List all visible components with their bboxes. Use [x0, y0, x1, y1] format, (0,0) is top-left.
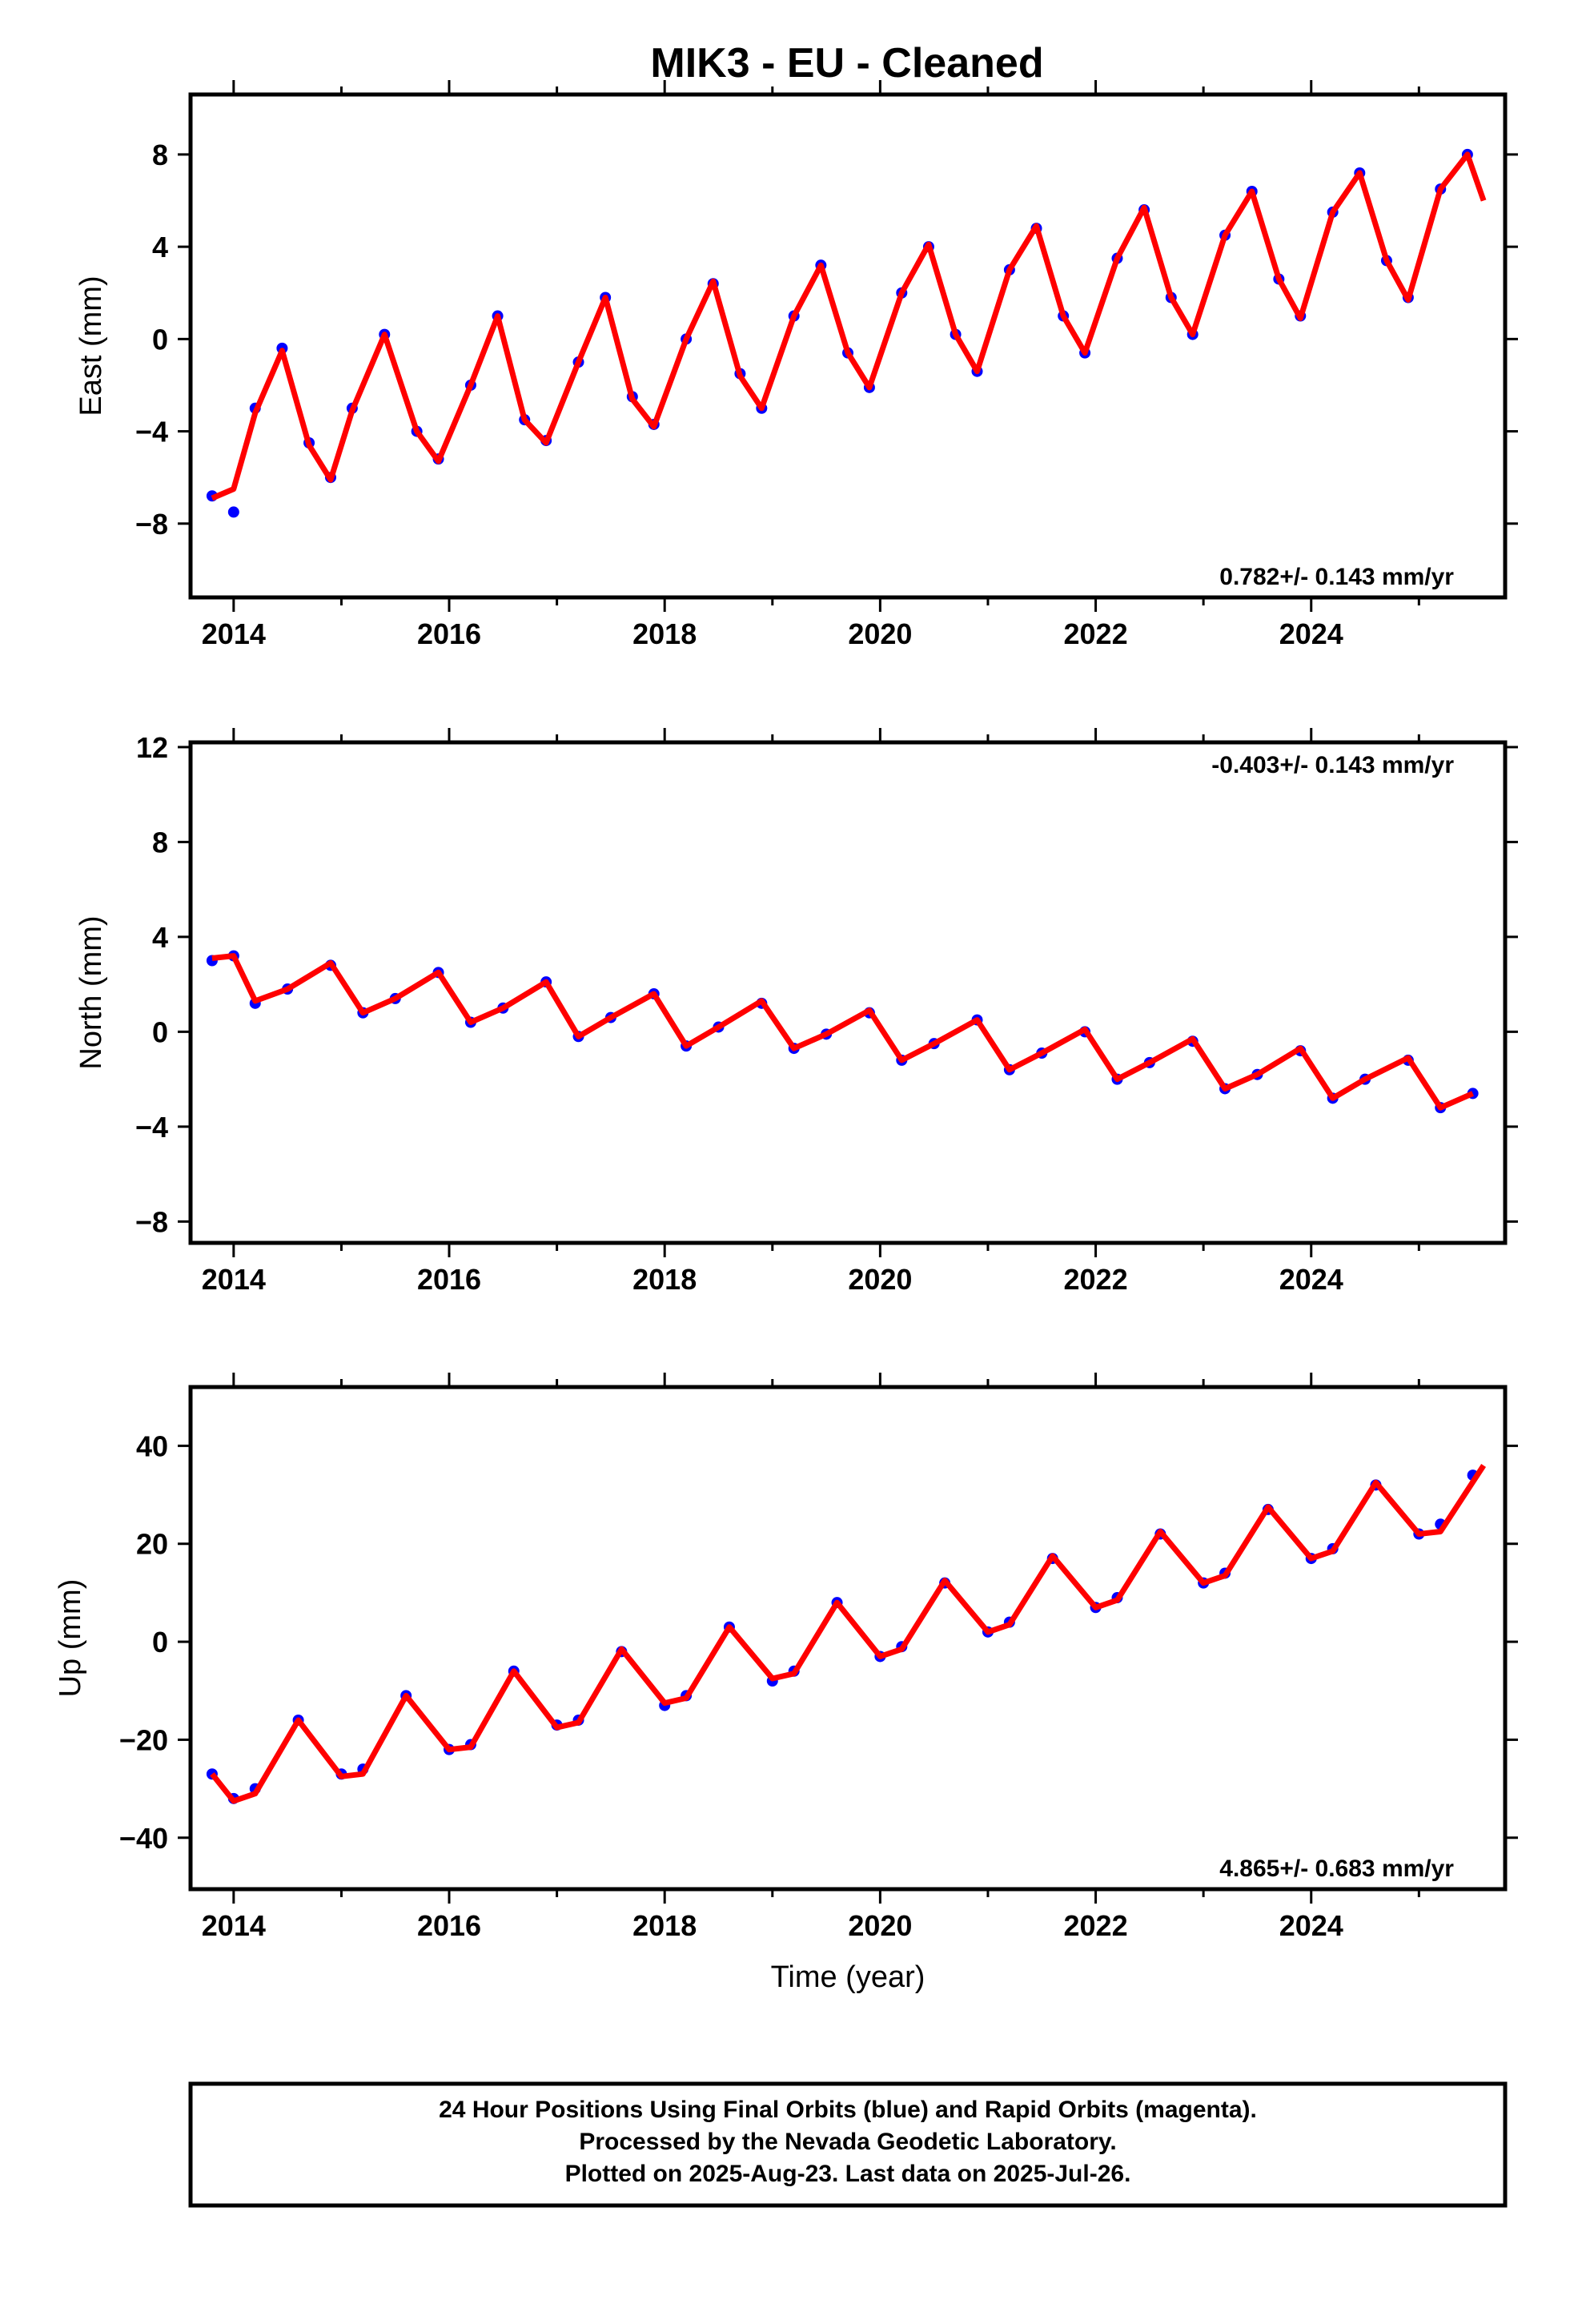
x-tick-label: 2020: [848, 1263, 912, 1296]
velocity-annotation: -0.403+/- 0.143 mm/yr: [1211, 752, 1454, 778]
y-axis-label: Up (mm): [54, 1579, 87, 1698]
y-tick-label: 40: [136, 1429, 168, 1462]
y-tick-label: 8: [152, 139, 168, 171]
x-tick-label: 2024: [1279, 1263, 1343, 1296]
series-points: [206, 950, 1479, 1114]
footer-box: 24 Hour Positions Using Final Orbits (bl…: [188, 2081, 1508, 2208]
y-tick-label: −8: [135, 1205, 168, 1238]
plot-frame: [188, 1385, 1508, 1892]
y-tick-label: −8: [135, 508, 168, 541]
x-axis-label: Time (year): [771, 1960, 926, 1994]
x-tick-label: 2016: [417, 617, 481, 650]
x-tick-label: 2020: [848, 1909, 912, 1942]
y-tick-label: 0: [152, 323, 168, 356]
x-tick-label: 2018: [632, 617, 697, 650]
x-tick-label: 2022: [1064, 1909, 1128, 1942]
x-tick-label: 2020: [848, 617, 912, 650]
x-tick-label: 2016: [417, 1263, 481, 1296]
plot-frame: [188, 92, 1508, 600]
panel-1: 2014 2016 2018 2020 2022 2024 −8 −4 0 4 8 East (mm)…: [74, 80, 1518, 650]
velocity-annotation: 4.865+/- 0.683 mm/yr: [1219, 1856, 1454, 1882]
x-tick-label: 2024: [1279, 617, 1343, 650]
fit-line: [210, 1463, 1487, 1804]
x-tick-label: 2024: [1279, 1909, 1343, 1942]
y-axis-label: North (mm): [74, 915, 108, 1069]
x-tick-label: 2018: [632, 1263, 697, 1296]
y-tick-label: 4: [152, 921, 168, 954]
y-tick-label: 4: [152, 231, 168, 263]
y-tick-label: −4: [135, 416, 168, 448]
footer-line-3: Plotted on 2025-Aug-23. Last data on 202…: [565, 2161, 1131, 2187]
y-tick-label: 20: [136, 1528, 168, 1561]
panel-3: 2014 2016 2018 2020 2022 2024 −40 −20 0 20 40 Up (m…: [54, 1373, 1518, 1994]
footer-line-1: 24 Hour Positions Using Final Orbits (bl…: [439, 2097, 1257, 2123]
x-tick-label: 2014: [202, 1263, 266, 1296]
panel-2: 2014 2016 2018 2020 2022 2024 −8 −4 0 4 8 12 North (…: [74, 728, 1518, 1296]
y-tick-label: 8: [152, 826, 168, 858]
x-tick-label: 2018: [632, 1909, 697, 1942]
series-points: [206, 1470, 1479, 1804]
x-tick-label: 2014: [202, 1909, 266, 1942]
y-tick-label: 0: [152, 1626, 168, 1659]
x-tick-label: 2022: [1064, 617, 1128, 650]
y-tick-label: −4: [135, 1111, 168, 1144]
footer-line-2: Processed by the Nevada Geodetic Laborat…: [579, 2129, 1116, 2155]
y-tick-label: 0: [152, 1015, 168, 1048]
chart-title: MIK3 - EU - Cleaned: [650, 40, 1043, 86]
fit-line: [211, 953, 1475, 1111]
y-tick-label: 12: [136, 731, 168, 764]
velocity-annotation: 0.782+/- 0.143 mm/yr: [1219, 564, 1454, 590]
x-tick-label: 2016: [417, 1909, 481, 1942]
y-axis-label: East (mm): [74, 275, 108, 416]
x-tick-label: 2014: [202, 617, 266, 650]
fit-line: [211, 151, 1487, 501]
footer-frame: [188, 2081, 1508, 2208]
data-point: [227, 506, 239, 518]
y-tick-label: −20: [119, 1723, 168, 1756]
x-tick-label: 2022: [1064, 1263, 1128, 1296]
y-tick-label: −40: [119, 1822, 168, 1855]
plot-frame: [188, 740, 1508, 1245]
